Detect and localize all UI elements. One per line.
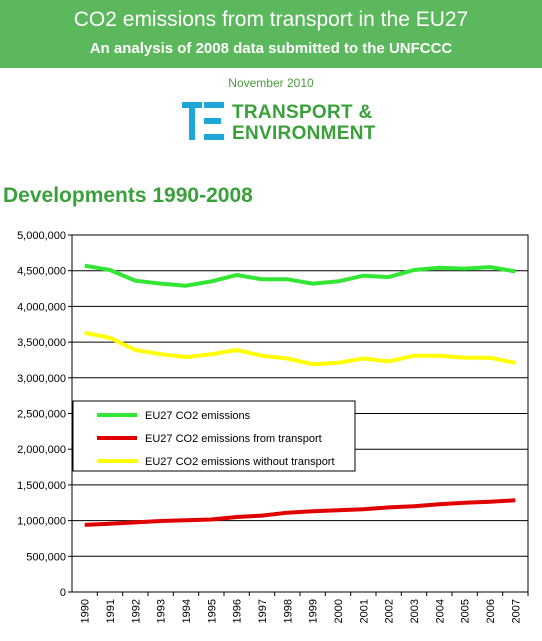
logo-line-1: TRANSPORT & <box>232 102 373 123</box>
x-tick-label: 2003 <box>409 599 421 623</box>
emissions-line-chart: 0 500,000 1,000,000 1,500,000 2,000,000 2,500… <box>17 230 529 623</box>
x-tick-label: 1998 <box>282 599 294 623</box>
series-lines <box>84 263 516 527</box>
x-tick-label: 2006 <box>485 599 497 623</box>
y-tick-label: 3,500,000 <box>17 337 66 349</box>
x-tick-label: 1997 <box>257 599 269 623</box>
y-tick-label: 0 <box>60 587 66 599</box>
x-tick-label: 1991 <box>105 599 117 623</box>
x-tick-label: 1990 <box>80 599 92 623</box>
x-tick-label: 2005 <box>460 599 472 623</box>
series-line-1 <box>84 498 516 527</box>
x-tick-label: 1996 <box>232 599 244 623</box>
x-tick-label: 2001 <box>358 599 370 623</box>
x-tick-label: 1999 <box>308 599 320 623</box>
te-logo-icon <box>182 102 224 140</box>
y-tick-label: 2,000,000 <box>17 444 66 456</box>
page-subtitle: An analysis of 2008 data submitted to th… <box>89 40 453 57</box>
y-tick-label: 500,000 <box>26 551 66 563</box>
y-tick-label: 1,000,000 <box>17 516 66 528</box>
legend-label: EU27 CO2 emissions from transport <box>145 433 322 445</box>
y-tick-label: 5,000,000 <box>17 230 66 242</box>
page-title: CO2 emissions from transport in the EU27 <box>73 8 469 31</box>
series-line-2 <box>84 330 516 367</box>
y-tick-label: 1,500,000 <box>17 480 66 492</box>
x-tick-label: 2002 <box>384 599 396 623</box>
section-title: Developments 1990-2008 <box>3 184 253 207</box>
y-tick-label: 2,500,000 <box>17 409 66 421</box>
x-tick-label: 1995 <box>206 599 218 623</box>
y-tick-label: 3,000,000 <box>17 373 66 385</box>
legend-label: EU27 CO2 emissions <box>145 410 251 422</box>
x-axis-ticks: 1990 1991 1992 1993 1994 1995 1996 1997 1998 1999… <box>80 599 523 623</box>
x-tick-label: 2000 <box>333 599 345 623</box>
x-tick-label: 2007 <box>510 599 522 623</box>
x-tick-label: 2004 <box>434 599 446 623</box>
publication-date: November 2010 <box>228 76 314 90</box>
series-line-0 <box>84 263 516 288</box>
y-tick-label: 4,000,000 <box>17 301 66 313</box>
legend: EU27 CO2 emissions EU27 CO2 emissions fro… <box>72 400 356 472</box>
y-tick-label: 4,500,000 <box>17 266 66 278</box>
header-banner: CO2 emissions from transport in the EU27… <box>0 0 542 68</box>
x-tick-label: 1992 <box>130 599 142 623</box>
logo-wordmark: TRANSPORT & ENVIRONMENT <box>232 102 376 144</box>
x-tick-label: 1994 <box>181 599 193 623</box>
y-axis-ticks: 0 500,000 1,000,000 1,500,000 2,000,000 2,500… <box>17 230 66 599</box>
legend-label: EU27 CO2 emissions without transport <box>145 456 335 468</box>
logo-line-2: ENVIRONMENT <box>232 123 376 144</box>
x-tick-label: 1993 <box>156 599 168 623</box>
